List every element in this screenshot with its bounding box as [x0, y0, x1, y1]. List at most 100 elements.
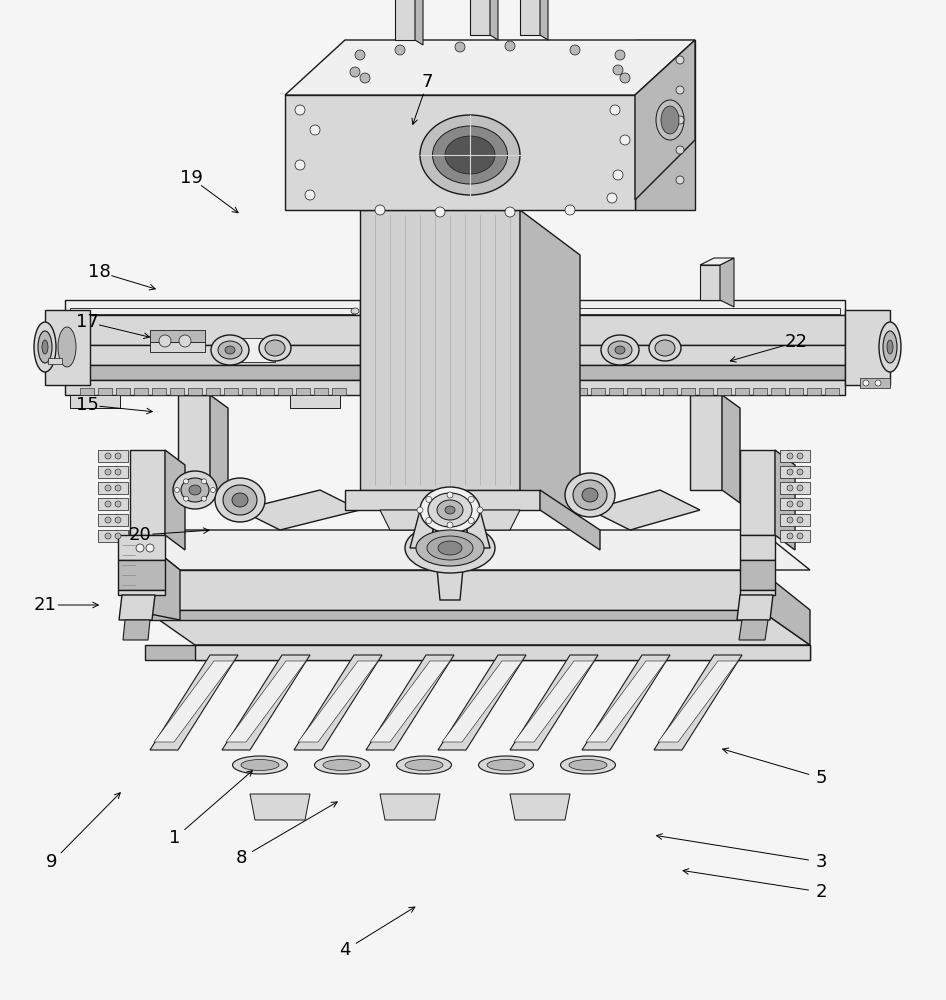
- Ellipse shape: [479, 756, 534, 774]
- Circle shape: [620, 135, 630, 145]
- Polygon shape: [654, 655, 742, 750]
- Circle shape: [610, 105, 620, 115]
- Polygon shape: [298, 661, 378, 742]
- Circle shape: [350, 67, 360, 77]
- Polygon shape: [145, 610, 810, 645]
- Polygon shape: [590, 490, 700, 530]
- Text: 17: 17: [76, 313, 98, 331]
- Ellipse shape: [265, 340, 285, 356]
- Polygon shape: [760, 570, 810, 645]
- Circle shape: [184, 496, 188, 501]
- Polygon shape: [98, 388, 112, 395]
- Polygon shape: [780, 498, 810, 510]
- Ellipse shape: [215, 478, 265, 522]
- Circle shape: [115, 453, 121, 459]
- Ellipse shape: [189, 485, 201, 495]
- Polygon shape: [663, 388, 677, 395]
- Polygon shape: [410, 510, 490, 548]
- Ellipse shape: [656, 100, 684, 140]
- Polygon shape: [370, 661, 450, 742]
- Circle shape: [455, 42, 465, 52]
- Polygon shape: [510, 655, 598, 750]
- Polygon shape: [380, 510, 430, 530]
- Circle shape: [863, 380, 869, 386]
- Circle shape: [613, 65, 623, 75]
- Bar: [48, 358, 62, 364]
- Ellipse shape: [428, 493, 472, 527]
- Polygon shape: [435, 548, 465, 600]
- Polygon shape: [540, 490, 600, 550]
- Polygon shape: [180, 530, 740, 570]
- Polygon shape: [658, 661, 738, 742]
- Polygon shape: [116, 388, 130, 395]
- Circle shape: [797, 501, 803, 507]
- Text: 2: 2: [815, 883, 827, 901]
- Polygon shape: [290, 395, 340, 408]
- Ellipse shape: [405, 523, 495, 573]
- Polygon shape: [740, 590, 775, 595]
- Ellipse shape: [445, 136, 495, 174]
- Polygon shape: [510, 794, 570, 820]
- Polygon shape: [627, 388, 641, 395]
- Polygon shape: [470, 510, 520, 530]
- Polygon shape: [540, 380, 845, 395]
- Ellipse shape: [655, 340, 675, 356]
- Polygon shape: [206, 388, 220, 395]
- Circle shape: [426, 518, 431, 524]
- Polygon shape: [118, 535, 165, 560]
- Polygon shape: [70, 395, 120, 408]
- Ellipse shape: [582, 488, 598, 502]
- Polygon shape: [740, 535, 775, 560]
- Text: 22: 22: [785, 333, 808, 351]
- Polygon shape: [226, 661, 306, 742]
- Polygon shape: [98, 466, 128, 478]
- Circle shape: [395, 45, 405, 55]
- Polygon shape: [415, 0, 423, 45]
- Circle shape: [375, 205, 385, 215]
- Polygon shape: [586, 661, 666, 742]
- Circle shape: [360, 73, 370, 83]
- Ellipse shape: [437, 500, 463, 520]
- Polygon shape: [98, 514, 128, 526]
- Polygon shape: [780, 530, 810, 542]
- Ellipse shape: [879, 322, 901, 372]
- Polygon shape: [740, 560, 775, 590]
- Text: 21: 21: [34, 596, 57, 614]
- Polygon shape: [130, 570, 760, 610]
- Polygon shape: [540, 300, 845, 315]
- Circle shape: [417, 507, 423, 513]
- Polygon shape: [771, 388, 785, 395]
- Ellipse shape: [181, 478, 209, 502]
- Polygon shape: [250, 794, 310, 820]
- Ellipse shape: [396, 756, 451, 774]
- Circle shape: [787, 469, 793, 475]
- Polygon shape: [285, 95, 635, 210]
- Circle shape: [607, 193, 617, 203]
- Circle shape: [468, 518, 474, 524]
- Polygon shape: [222, 655, 310, 750]
- Polygon shape: [540, 365, 845, 380]
- Polygon shape: [700, 265, 720, 300]
- Polygon shape: [80, 388, 94, 395]
- Text: 4: 4: [340, 941, 351, 959]
- Ellipse shape: [438, 541, 462, 555]
- Polygon shape: [609, 388, 623, 395]
- Polygon shape: [442, 661, 522, 742]
- Circle shape: [179, 335, 191, 347]
- Polygon shape: [699, 388, 713, 395]
- Polygon shape: [170, 388, 184, 395]
- Circle shape: [115, 517, 121, 523]
- Ellipse shape: [259, 335, 291, 361]
- Polygon shape: [573, 388, 587, 395]
- Polygon shape: [285, 40, 695, 95]
- Circle shape: [787, 533, 793, 539]
- Polygon shape: [545, 308, 840, 314]
- Polygon shape: [130, 530, 810, 570]
- Polygon shape: [700, 258, 734, 265]
- Polygon shape: [825, 388, 839, 395]
- Polygon shape: [360, 210, 520, 490]
- Ellipse shape: [565, 473, 615, 517]
- Polygon shape: [278, 388, 292, 395]
- Ellipse shape: [608, 341, 632, 359]
- Ellipse shape: [420, 115, 520, 195]
